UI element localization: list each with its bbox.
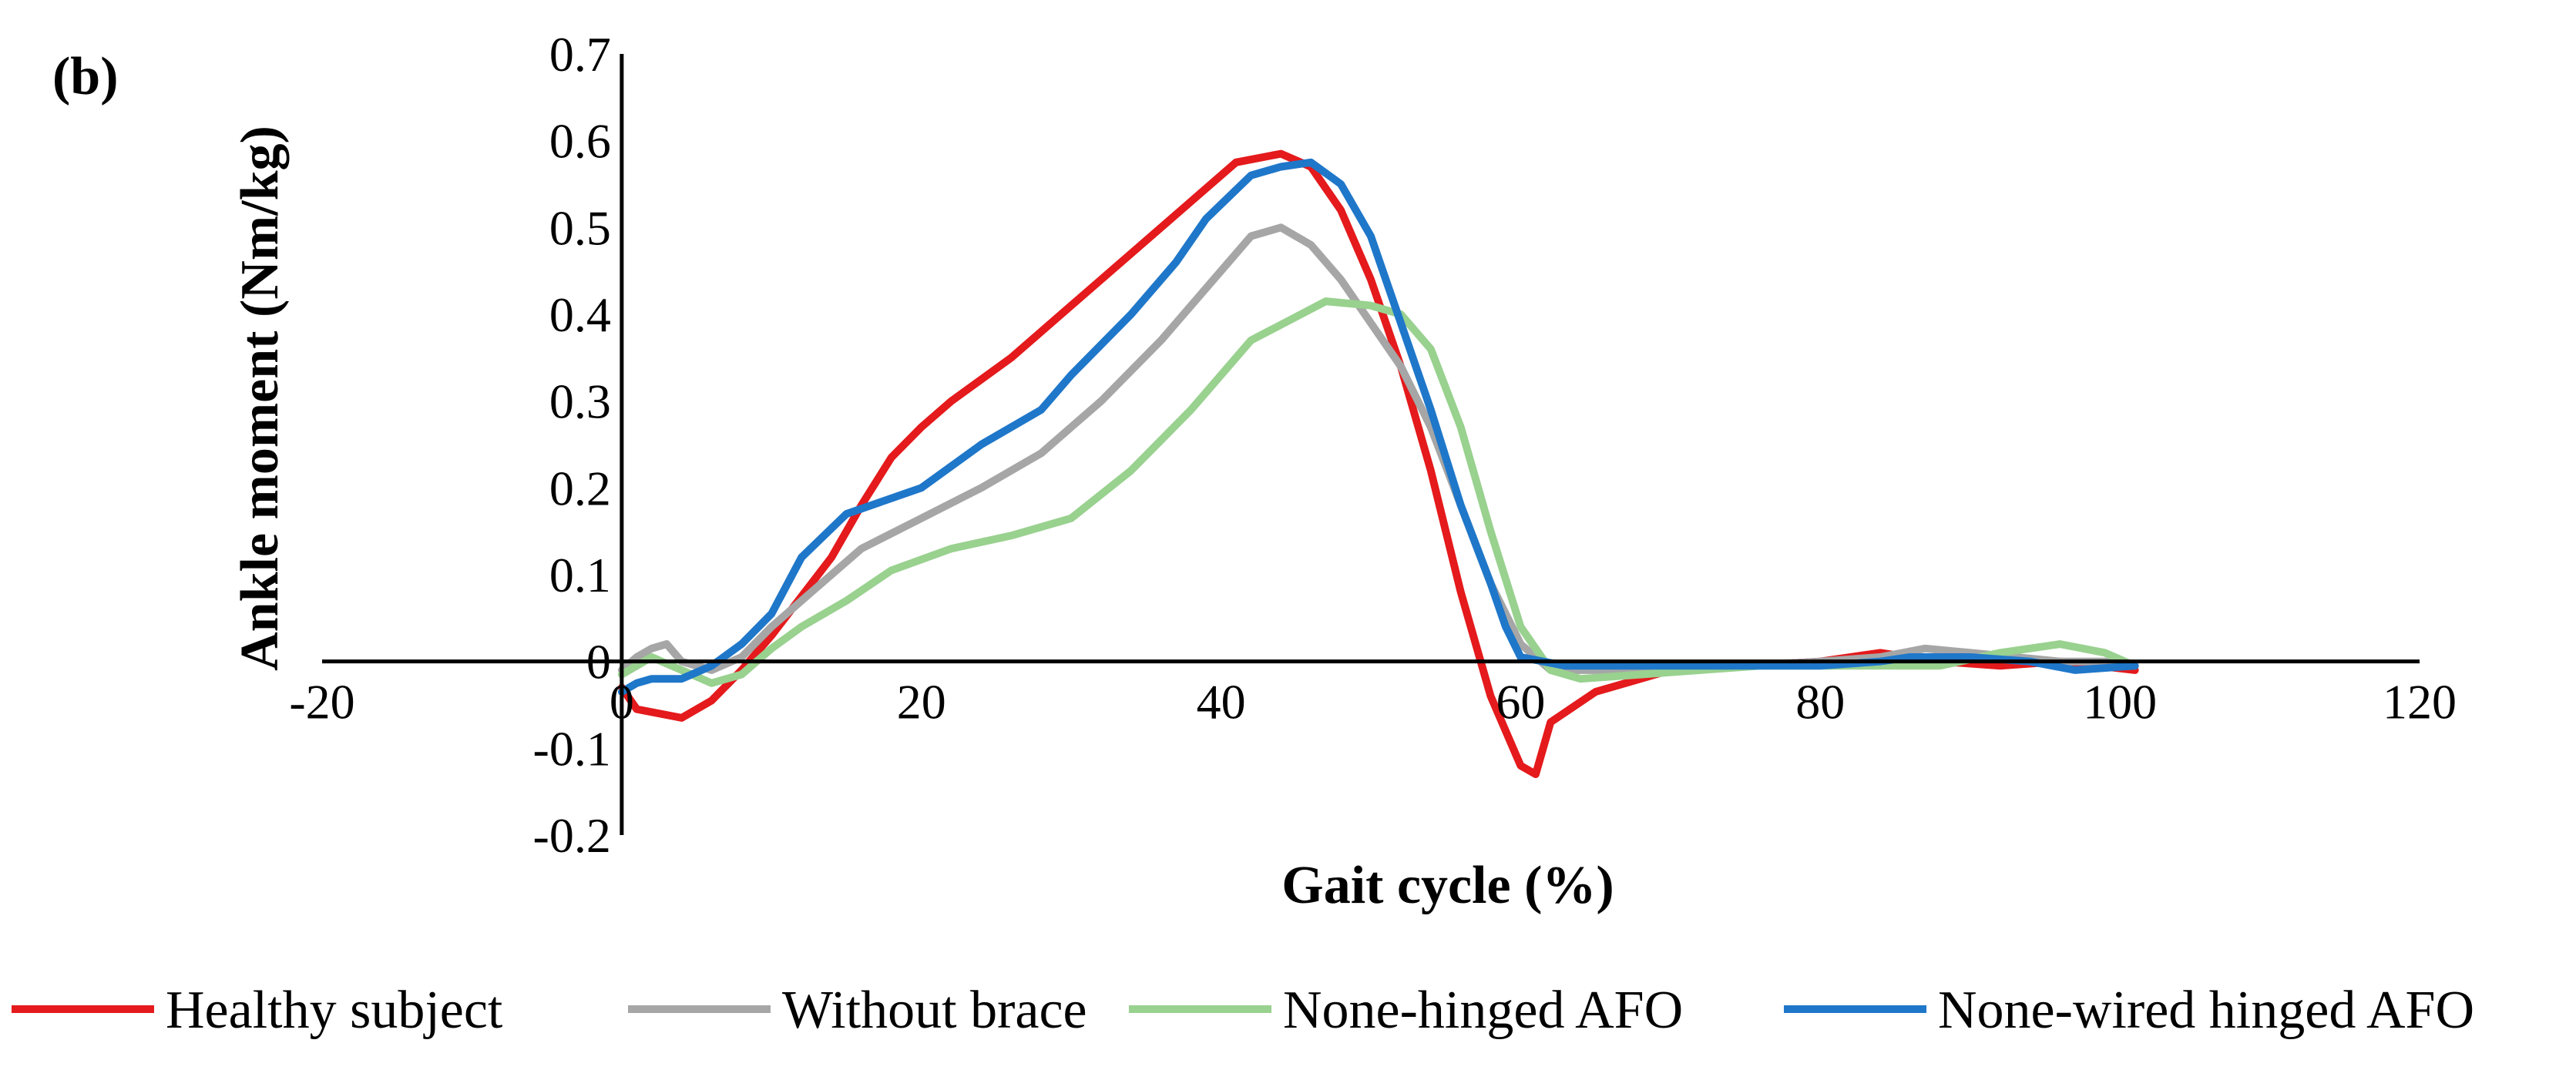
y-tick-label: 0.7: [549, 27, 611, 82]
x-tick-label: 120: [2383, 675, 2457, 730]
y-tick-label: -0.2: [533, 808, 611, 863]
legend-label: Without brace: [782, 981, 1087, 1040]
x-tick-label: 60: [1496, 675, 1545, 730]
y-tick-label: 0.2: [549, 461, 611, 515]
series-line-none-hinged-afo: [617, 297, 2139, 687]
y-tick-label: -0.1: [533, 721, 611, 776]
series-line-without-brace: [617, 223, 2139, 674]
x-tick-label: 20: [897, 675, 946, 730]
series-layer: [617, 149, 2139, 779]
series-line-none-wired-hinged-afo: [617, 158, 2139, 696]
y-tick-labels: -0.2 -0.1 0 0.1 0.2 0.3 0.4 0.5 0.6 0.7: [533, 27, 611, 863]
y-tick-label: 0: [586, 635, 611, 689]
x-tick-label: -20: [289, 675, 354, 730]
x-tick-label: 100: [2083, 675, 2157, 730]
y-tick-label: 0.1: [549, 548, 611, 602]
x-tick-label: 40: [1197, 675, 1246, 730]
panel-label: (b): [52, 47, 119, 106]
legend: Healthy subject Without brace None-hinged …: [12, 981, 2474, 1040]
legend-label: None-wired hinged AFO: [1938, 981, 2474, 1040]
x-tick-labels: -20 0 20 40 60 80 100 120: [289, 675, 2457, 730]
legend-label: Healthy subject: [166, 981, 503, 1040]
y-tick-label: 0.4: [549, 287, 611, 342]
y-tick-label: 0.5: [549, 200, 611, 255]
x-tick-label: 0: [610, 675, 634, 730]
y-tick-label: 0.3: [549, 374, 611, 429]
y-axis-title: Ankle moment (Nm/kg): [230, 126, 290, 671]
x-axis-title: Gait cycle (%): [1281, 856, 1614, 915]
legend-label: None-hinged AFO: [1283, 981, 1683, 1040]
y-tick-label: 0.6: [549, 114, 611, 169]
x-tick-label: 80: [1795, 675, 1845, 730]
